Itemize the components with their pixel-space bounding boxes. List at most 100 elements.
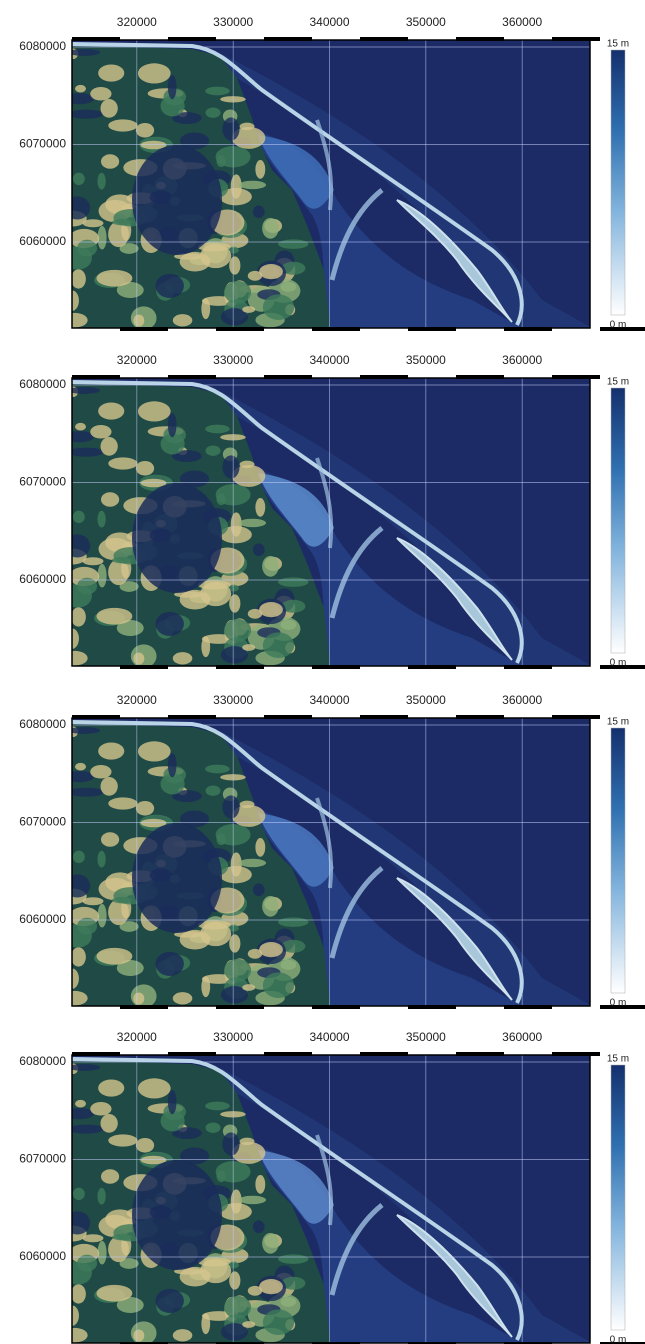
x-tick-label: 360000 xyxy=(502,15,542,29)
map-panel: 320000 330000 340000 350000 360000 6080000 607… xyxy=(19,1030,645,1344)
frame-bar xyxy=(360,375,408,379)
x-tick-label: 320000 xyxy=(117,15,157,29)
land-patch xyxy=(72,850,85,864)
land-patch xyxy=(231,126,266,149)
land-patch xyxy=(72,1305,79,1326)
land-patch xyxy=(231,464,266,487)
land-patch xyxy=(205,445,221,456)
land-patch xyxy=(135,800,155,816)
land-patch xyxy=(119,921,139,932)
sand-bar xyxy=(329,526,384,619)
forest-area xyxy=(132,483,222,593)
frame-bar xyxy=(360,1052,408,1056)
sand-bar xyxy=(315,1134,334,1226)
x-tick-label: 350000 xyxy=(406,15,446,29)
land-patch xyxy=(97,510,106,528)
y-tick-label: 6070000 xyxy=(19,815,66,829)
land-patch xyxy=(252,883,265,897)
map-panel: 320000 330000 340000 350000 360000 6080000 607… xyxy=(19,353,645,669)
frame-bar xyxy=(72,37,120,41)
land-patch xyxy=(280,281,297,292)
land-patch xyxy=(74,84,87,93)
land-patch xyxy=(160,433,185,455)
spit xyxy=(72,42,524,326)
land-patch xyxy=(72,1063,101,1071)
frame-bar xyxy=(312,665,360,669)
land-patch xyxy=(108,797,138,810)
land-patch xyxy=(219,526,252,544)
frame-bar xyxy=(312,327,360,331)
land-patch xyxy=(197,920,231,930)
land-patch xyxy=(72,650,88,666)
land-patch xyxy=(72,534,91,558)
x-tick-label: 360000 xyxy=(502,353,542,367)
land-patch xyxy=(220,308,248,326)
land-patch xyxy=(97,903,107,928)
land-patch xyxy=(72,510,85,524)
y-tick-label: 6060000 xyxy=(19,572,66,586)
land-patch xyxy=(205,1101,230,1111)
land-patch xyxy=(72,447,104,457)
forest-area xyxy=(132,823,222,933)
land-patch xyxy=(160,1110,185,1132)
land-patch xyxy=(228,246,239,254)
land-patch xyxy=(97,1240,107,1265)
land-patch xyxy=(172,652,193,665)
land-patch xyxy=(262,1232,279,1254)
land-patch xyxy=(72,787,104,797)
y-tick-label: 6080000 xyxy=(19,717,66,731)
land-patch xyxy=(229,1271,241,1290)
land-patch xyxy=(72,386,101,394)
y-tick-label: 6070000 xyxy=(19,1152,66,1166)
frame-bar xyxy=(600,1342,645,1344)
colorbar xyxy=(610,1064,626,1331)
land-patch xyxy=(97,225,107,250)
land-patch xyxy=(98,1079,125,1097)
sand-bar xyxy=(315,797,334,889)
land-patch xyxy=(137,1078,171,1099)
land-patch xyxy=(77,239,98,257)
land-patch xyxy=(100,1114,118,1133)
land-patch xyxy=(259,1279,283,1295)
land-patch xyxy=(137,63,171,84)
land-patch xyxy=(72,312,88,328)
land-patch xyxy=(262,555,279,577)
land-patch xyxy=(96,607,133,625)
land-patch xyxy=(247,948,263,959)
land-patch xyxy=(179,470,210,488)
frame-bar xyxy=(72,1052,120,1056)
land-patch xyxy=(247,270,263,281)
frame-bar xyxy=(216,665,264,669)
frame-bar xyxy=(312,1005,360,1009)
x-tick-label: 330000 xyxy=(213,693,253,707)
land-patch xyxy=(112,896,133,904)
colorbar-label: 15 m xyxy=(607,717,629,728)
frame-bar xyxy=(312,1342,360,1344)
land-patch xyxy=(278,917,309,927)
spit xyxy=(72,1057,524,1341)
land-patch xyxy=(97,563,107,588)
land-patch xyxy=(72,874,91,898)
y-tick-label: 6080000 xyxy=(19,1054,66,1068)
x-tick-label: 350000 xyxy=(406,693,446,707)
land-patch xyxy=(74,1099,87,1108)
land-patch xyxy=(262,294,295,321)
land-patch xyxy=(201,1313,211,1335)
land-patch xyxy=(133,314,145,327)
land-patch xyxy=(262,217,279,239)
land-patch xyxy=(179,1147,210,1165)
land-patch xyxy=(281,599,306,613)
colorbar-label: 15 m xyxy=(607,1054,629,1065)
spit-island xyxy=(396,877,513,1001)
land-patch xyxy=(82,897,104,906)
land-patch xyxy=(172,450,202,463)
land-patch xyxy=(72,1211,91,1235)
land-patch xyxy=(220,1323,248,1341)
lagoon-shallows xyxy=(258,813,334,887)
land-patch xyxy=(90,425,112,439)
land-patch xyxy=(231,1141,266,1164)
land-patch xyxy=(172,112,202,125)
map-panel: 320000 330000 340000 350000 360000 6080000 607… xyxy=(19,15,645,331)
land-patch xyxy=(72,990,88,1006)
